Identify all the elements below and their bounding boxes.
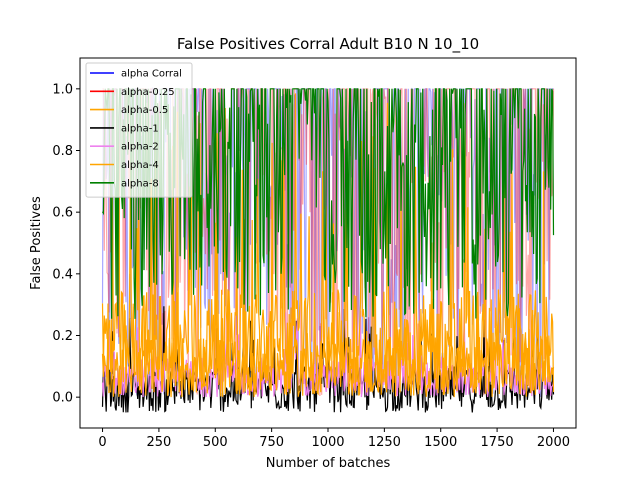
legend-box	[85, 62, 193, 198]
x-axis-label: Number of batches	[266, 456, 391, 471]
x-tick-label: 2000	[537, 435, 570, 450]
x-tick-label: 0	[98, 435, 106, 450]
legend-label: alpha-0.5	[121, 105, 168, 116]
x-axis: 0 250 500 750 1000 1250 1500 1750 2000	[98, 428, 570, 450]
legend-label: alpha-1	[121, 123, 159, 134]
y-axis-label: False Positives	[29, 196, 44, 290]
x-tick-label: 1250	[368, 435, 401, 450]
y-tick-label: 0.4	[52, 267, 73, 282]
legend-label: alpha-2	[121, 142, 159, 153]
x-tick-label: 250	[146, 435, 171, 450]
legend-label: alpha-0.25	[121, 87, 175, 98]
x-tick-label: 750	[259, 435, 284, 450]
y-tick-label: 1.0	[52, 82, 73, 97]
y-tick-label: 0.8	[52, 144, 73, 159]
legend-label: alpha-8	[121, 178, 159, 189]
y-tick-label: 0.6	[52, 206, 73, 221]
legend-label: alpha-4	[121, 160, 159, 171]
x-tick-label: 1000	[311, 435, 344, 450]
legend-label: alpha Corral	[121, 69, 182, 80]
legend: alpha Corral alpha-0.25 alpha-0.5 alpha-1 al…	[85, 62, 193, 198]
x-tick-label: 500	[203, 435, 228, 450]
series-line-alpha-4	[101, 289, 555, 398]
x-tick-label: 1500	[424, 435, 457, 450]
y-axis: 0.0 0.2 0.4 0.6 0.8 1.0	[52, 82, 80, 406]
x-tick-label: 1750	[481, 435, 514, 450]
y-tick-label: 0.0	[52, 391, 73, 406]
y-tick-label: 0.2	[52, 329, 73, 344]
chart-title: False Positives Corral Adult B10 N 10_10	[177, 35, 479, 54]
